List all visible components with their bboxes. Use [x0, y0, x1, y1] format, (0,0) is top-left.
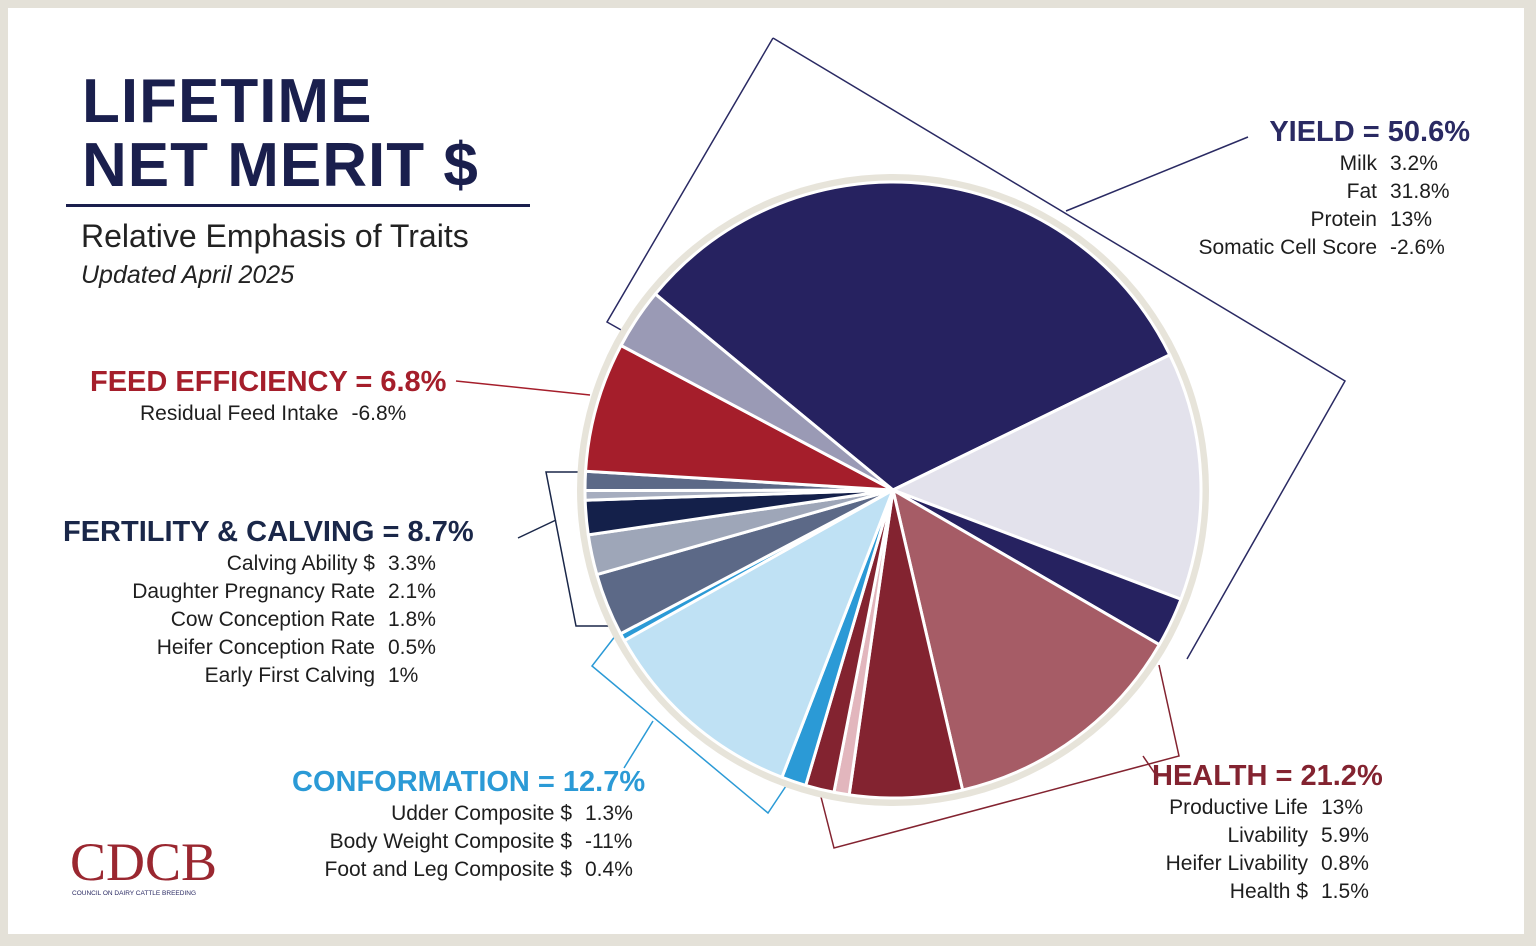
trait-value: 0.5%	[388, 636, 436, 659]
trait-name: Early First Calving	[204, 664, 375, 687]
trait-value: 13%	[1390, 208, 1433, 231]
trait-row: Fat 31.8%	[1198, 178, 1468, 206]
trait-name: Udder Composite $	[391, 802, 572, 825]
pie-chart	[455, 37, 1347, 849]
trait-row: Milk 3.2%	[1198, 150, 1468, 178]
trait-row: Calving Ability $ 3.3%	[103, 550, 436, 578]
fertility-calving-heading: FERTILITY & CALVING = 8.7%	[63, 516, 474, 548]
title-divider	[66, 204, 530, 207]
trait-name: Protein	[1310, 208, 1377, 231]
fertility-calving-traits: Calving Ability $ 3.3% Daughter Pregnancy…	[103, 550, 436, 690]
pie-slice-milk	[619, 292, 895, 492]
trait-value: 31.8%	[1390, 180, 1450, 203]
health-traits: Productive Life 13% Livability 5.9% Heifer…	[1152, 794, 1369, 906]
page-title: LIFETIME NET MERIT $	[82, 70, 479, 198]
trait-row: Residual Feed Intake -6.8%	[140, 400, 406, 428]
trait-value: 5.9%	[1321, 824, 1369, 847]
trait-name: Fat	[1346, 180, 1377, 203]
fertility-calving-group: FERTILITY & CALVING = 8.7% Calving Abili…	[63, 516, 474, 690]
conformation-leader	[623, 720, 654, 769]
feed-efficiency-traits: Residual Feed Intake -6.8%	[140, 400, 406, 428]
trait-name: Cow Conception Rate	[170, 608, 375, 631]
trait-row: Protein 13%	[1198, 206, 1468, 234]
trait-row: Early First Calving 1%	[103, 662, 436, 690]
trait-row: Foot and Leg Composite $ 0.4%	[302, 856, 633, 884]
trait-value: -6.8%	[351, 402, 407, 425]
trait-name: Health $	[1229, 880, 1308, 903]
trait-row: Heifer Livability 0.8%	[1152, 850, 1369, 878]
title-line-1: LIFETIME	[82, 67, 373, 136]
yield-group: YIELD = 50.6% Milk 3.2% Fat 31.8% Protein 1…	[1138, 116, 1478, 262]
trait-row: Somatic Cell Score -2.6%	[1198, 234, 1468, 262]
conformation-bracket	[590, 634, 791, 815]
trait-row: Udder Composite $ 1.3%	[302, 800, 633, 828]
trait-name: Productive Life	[1169, 796, 1308, 819]
trait-name: Milk	[1339, 152, 1377, 175]
trait-value: 0.4%	[585, 858, 633, 881]
conformation-heading: CONFORMATION = 12.7%	[292, 766, 646, 798]
yield-leader	[1065, 136, 1249, 212]
trait-row: Livability 5.9%	[1152, 822, 1369, 850]
health-heading: HEALTH = 21.2%	[1152, 760, 1383, 792]
trait-name: Somatic Cell Score	[1198, 236, 1377, 259]
trait-value: -11%	[585, 830, 633, 853]
infographic-frame: LIFETIME NET MERIT $ Relative Emphasis o…	[8, 8, 1524, 934]
feed-efficiency-group: FEED EFFICIENCY = 6.8% Residual Feed Int…	[90, 366, 446, 428]
trait-value: 0.8%	[1321, 852, 1369, 875]
health-bracket	[819, 664, 1180, 849]
yield-bracket	[772, 37, 1347, 660]
yield-traits: Milk 3.2% Fat 31.8% Protein 13% Somatic Cel…	[1198, 150, 1468, 262]
trait-row: Cow Conception Rate 1.8%	[103, 606, 436, 634]
pie-slice-residual-feed-intake	[584, 344, 895, 492]
trait-name: Residual Feed Intake	[140, 402, 339, 425]
trait-value: 3.2%	[1390, 152, 1438, 175]
trait-name: Daughter Pregnancy Rate	[132, 580, 375, 603]
trait-value: 1%	[388, 664, 419, 687]
updated-date: Updated April 2025	[81, 261, 295, 289]
conformation-traits: Udder Composite $ 1.3% Body Weight Compos…	[302, 800, 633, 884]
trait-name: Heifer Livability	[1165, 852, 1308, 875]
pie-slice-fat	[653, 180, 1172, 492]
pie-slice-protein	[891, 353, 1203, 601]
trait-value: 2.1%	[388, 580, 436, 603]
trait-row: Body Weight Composite $ -11%	[302, 828, 633, 856]
trait-value: -2.6%	[1390, 236, 1445, 259]
feed-efficiency-heading: FEED EFFICIENCY = 6.8%	[90, 366, 447, 398]
trait-value: 3.3%	[388, 552, 436, 575]
trait-row: Productive Life 13%	[1152, 794, 1369, 822]
health-group: HEALTH = 21.2% Productive Life 13% Livabi…	[1152, 760, 1383, 906]
pie-slices	[583, 180, 1203, 800]
feed-leader	[455, 380, 591, 396]
cdcb-logo-text: CDCB	[70, 832, 217, 892]
cdcb-logo: CDCB COUNCIL ON DAIRY CATTLE BREEDING	[70, 832, 217, 897]
trait-name: Calving Ability $	[226, 552, 375, 575]
cdcb-logo-tagline: COUNCIL ON DAIRY CATTLE BREEDING	[72, 890, 196, 897]
trait-value: 1.3%	[585, 802, 633, 825]
trait-value: 13%	[1321, 796, 1364, 819]
trait-row: Daughter Pregnancy Rate 2.1%	[103, 578, 436, 606]
trait-name: Heifer Conception Rate	[156, 636, 375, 659]
pie-slice-productive-life	[891, 488, 1161, 792]
trait-name: Body Weight Composite $	[329, 830, 572, 853]
conformation-group: CONFORMATION = 12.7% Udder Composite $ 1.…	[292, 766, 645, 884]
health-leader	[1142, 755, 1159, 779]
trait-name: Foot and Leg Composite $	[324, 858, 573, 881]
subtitle: Relative Emphasis of Traits	[81, 218, 469, 254]
fertility-bracket	[545, 471, 616, 627]
group-brackets	[455, 37, 1347, 849]
trait-value: 1.8%	[388, 608, 436, 631]
title-line-2: NET MERIT $	[82, 131, 479, 200]
trait-name: Livability	[1227, 824, 1308, 847]
fertility-leader	[517, 519, 557, 539]
pie-slice-body-weight-composite	[622, 488, 895, 779]
yield-heading: YIELD = 50.6%	[1269, 116, 1470, 148]
trait-row: Health $ 1.5%	[1152, 878, 1369, 906]
trait-value: 1.5%	[1321, 880, 1369, 903]
trait-row: Heifer Conception Rate 0.5%	[103, 634, 436, 662]
